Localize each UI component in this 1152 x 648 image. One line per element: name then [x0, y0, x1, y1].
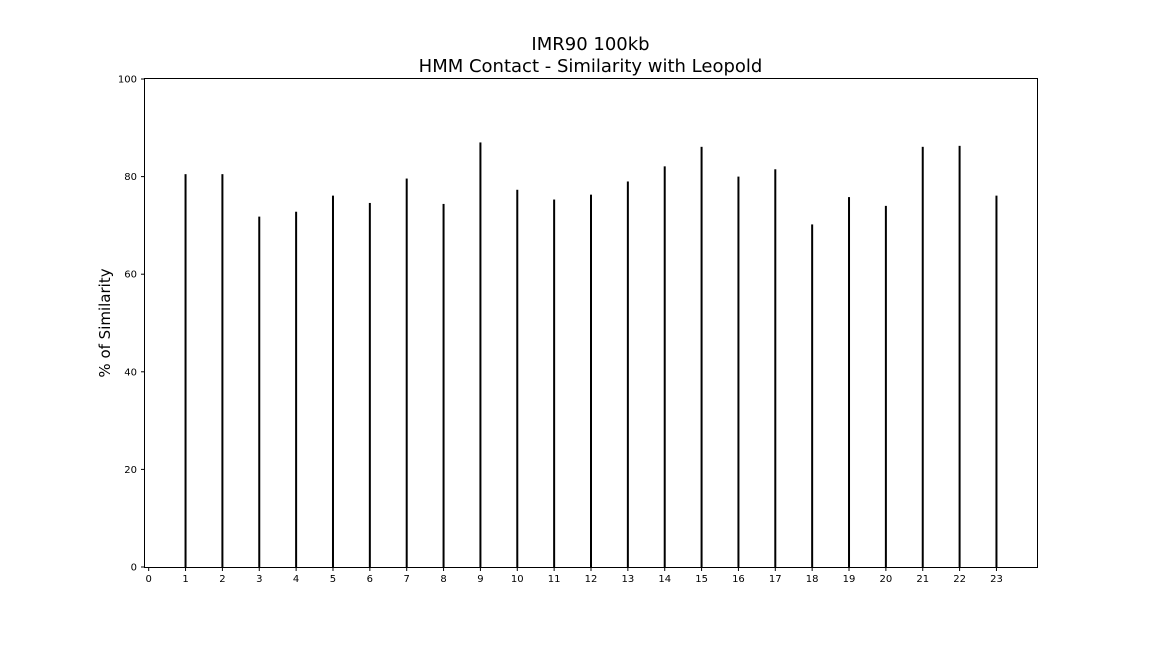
bar-chr-3 — [258, 216, 261, 567]
x-tick-label: 21 — [916, 574, 929, 585]
chart-subtitle: HMM Contact - Similarity with Leopold — [419, 56, 763, 77]
bar-chr-19 — [848, 197, 851, 567]
bar-chr-16 — [737, 176, 740, 567]
x-tick-label: 1 — [182, 574, 188, 585]
x-tick-label: 20 — [880, 574, 893, 585]
bar-chr-15 — [700, 146, 703, 567]
plot-frame — [144, 78, 1038, 568]
bar-chr-7 — [405, 178, 408, 567]
x-tick-label: 14 — [658, 574, 671, 585]
x-tick-label: 11 — [548, 574, 561, 585]
bar-chr-13 — [626, 181, 629, 568]
y-tick-label: 0 — [131, 563, 137, 574]
bar-chr-18 — [811, 224, 814, 567]
x-tick-label: 15 — [695, 574, 708, 585]
x-tick-label: 8 — [440, 574, 446, 585]
bar-chr-20 — [884, 205, 887, 567]
y-tick-label: 40 — [124, 367, 137, 378]
y-axis: 0 20 40 60 80 100 — [118, 75, 145, 574]
x-tick-label: 22 — [953, 574, 966, 585]
x-tick-label: 0 — [145, 574, 151, 585]
bar-chr-17 — [774, 169, 777, 567]
x-tick-label: 2 — [219, 574, 225, 585]
bar-chr-8 — [442, 203, 445, 568]
bar-chr-12 — [590, 194, 592, 567]
x-tick-label: 18 — [806, 574, 819, 585]
x-tick-label: 13 — [621, 574, 634, 585]
bar-chr-2 — [221, 174, 224, 567]
x-axis: 0 1 2 3 4 5 6 7 8 9 10 11 12 13 14 15 16 17 18 19 20 21 22 23 — [145, 567, 1003, 585]
x-tick-label: 10 — [511, 574, 524, 585]
x-tick-label: 19 — [843, 574, 856, 585]
bar-chr-14 — [663, 166, 666, 568]
y-axis-label: % of Similarity — [96, 268, 114, 377]
chart-title: IMR90 100kb — [531, 34, 649, 55]
bar-chr-22 — [958, 145, 961, 567]
x-tick-label: 6 — [367, 574, 373, 585]
x-tick-label: 7 — [404, 574, 410, 585]
bar-chr-21 — [921, 146, 924, 567]
bar-chr-10 — [516, 189, 519, 567]
bar-series — [184, 142, 998, 568]
y-tick-label: 20 — [124, 465, 137, 476]
x-tick-label: 17 — [769, 574, 782, 585]
y-tick-label: 60 — [124, 270, 137, 281]
bar-chr-5 — [331, 195, 334, 567]
x-tick-label: 16 — [732, 574, 745, 585]
x-tick-label: 3 — [256, 574, 262, 585]
x-tick-label: 5 — [330, 574, 336, 585]
bar-chr-6 — [368, 202, 371, 567]
y-tick-label: 80 — [124, 172, 137, 183]
x-tick-label: 23 — [990, 574, 1003, 585]
x-tick-label: 9 — [477, 574, 483, 585]
x-tick-label: 4 — [293, 574, 299, 585]
bar-chr-4 — [295, 211, 298, 567]
bar-chr-23 — [995, 195, 998, 567]
x-tick-label: 12 — [585, 574, 598, 585]
bar-chr-1 — [184, 174, 187, 567]
y-tick-label: 100 — [118, 75, 137, 86]
bar-chr-11 — [553, 199, 556, 567]
bar-chr-9 — [479, 142, 482, 567]
